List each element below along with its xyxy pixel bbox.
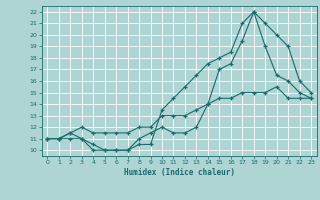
X-axis label: Humidex (Indice chaleur): Humidex (Indice chaleur)	[124, 168, 235, 177]
